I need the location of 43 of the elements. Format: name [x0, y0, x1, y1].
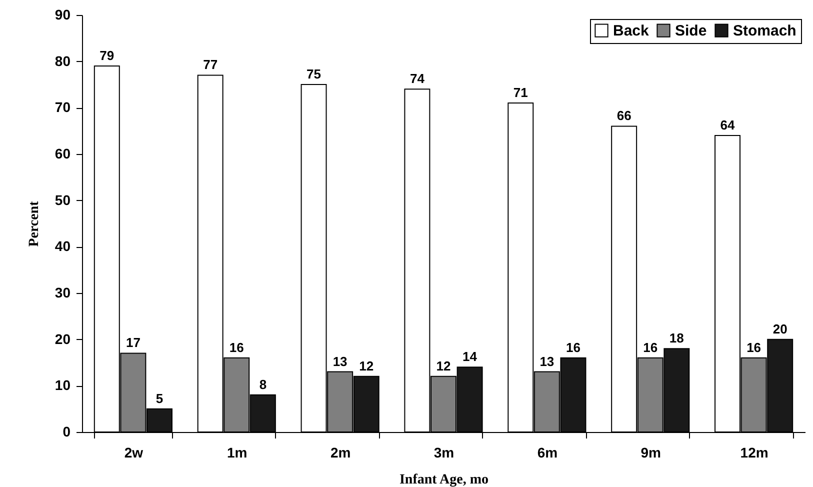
y-tick-label: 40: [54, 238, 71, 254]
x-tick-label: 1m: [227, 444, 248, 460]
data-label: 16: [566, 340, 580, 355]
x-tick-label: 2w: [124, 444, 144, 460]
y-tick-label: 60: [54, 146, 71, 162]
data-label: 75: [306, 66, 322, 82]
data-label: 64: [720, 117, 736, 132]
data-label: 13: [332, 354, 348, 369]
legend-label: Stomach: [733, 22, 796, 40]
data-label: 5: [156, 390, 164, 406]
data-label: 71: [513, 85, 528, 100]
x-tick-label: 3m: [434, 444, 454, 460]
y-axis-title: Percent: [26, 200, 42, 247]
x-tick-label: 9m: [640, 444, 661, 460]
data-label: 79: [100, 48, 114, 63]
data-label: 18: [669, 330, 684, 346]
x-tick-label: 12m: [740, 444, 768, 460]
data-label: 16: [746, 340, 762, 355]
y-tick-label: 90: [54, 6, 71, 22]
data-label: 66: [616, 108, 632, 124]
data-label: 14: [462, 349, 478, 364]
data-label: 17: [126, 335, 140, 350]
data-label: 8: [259, 376, 267, 392]
data-label: 12: [359, 358, 374, 374]
data-label: 16: [643, 340, 658, 355]
legend-label: Back: [613, 22, 650, 40]
data-label: 16: [229, 340, 244, 355]
data-label: 77: [203, 57, 218, 72]
data-label: 74: [410, 71, 426, 86]
y-tick-label: 30: [54, 284, 71, 300]
y-tick-label: 70: [54, 99, 71, 116]
y-tick-label: 80: [54, 52, 71, 69]
x-tick-label: 2m: [330, 444, 351, 460]
y-tick-label: 0: [62, 424, 71, 440]
y-tick-label: 20: [54, 330, 71, 347]
y-tick-label: 50: [54, 192, 71, 208]
y-tick-label: 10: [54, 377, 71, 394]
data-label: 12: [436, 358, 451, 374]
data-label: 20: [772, 321, 788, 336]
x-axis-title: Infant Age, mo: [399, 472, 489, 487]
legend-label: Side: [675, 22, 707, 40]
x-tick-label: 6m: [537, 444, 558, 460]
data-label: 13: [540, 354, 554, 369]
